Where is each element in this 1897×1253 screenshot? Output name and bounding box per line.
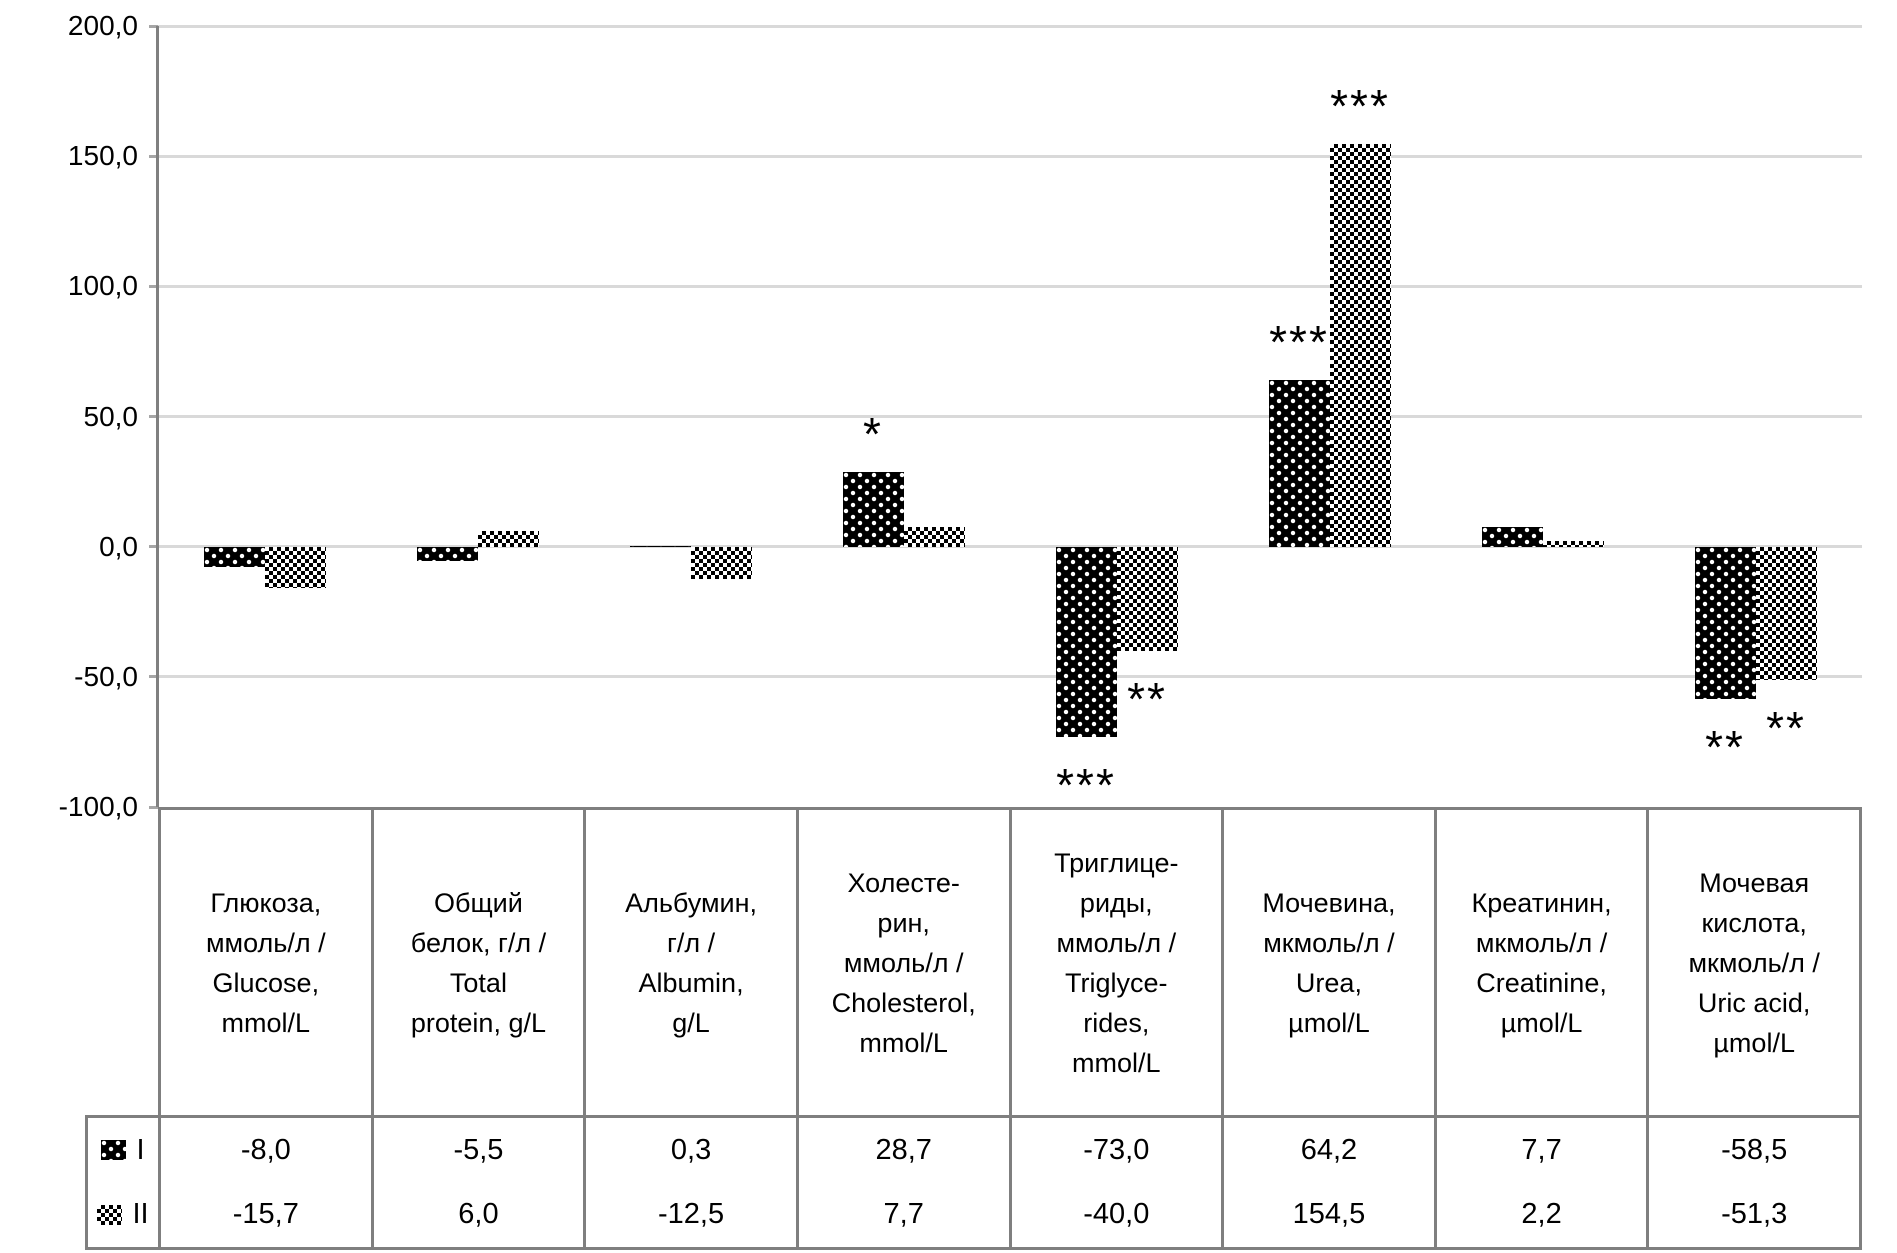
gridline xyxy=(158,545,1862,549)
value-cell: 6,0 xyxy=(373,1182,584,1247)
bar-series-i-cat7 xyxy=(1481,526,1543,547)
value-cell: 2,2 xyxy=(1436,1182,1647,1247)
category-label-creatinine: Креатинин, мкмоль/л / Creatinine, µmol/L xyxy=(1436,810,1647,1115)
value-cell: -40,0 xyxy=(1011,1182,1222,1247)
bar-series-ii-cat1 xyxy=(264,546,326,588)
significance-marker: *** xyxy=(1269,315,1329,368)
value-cell: 154,5 xyxy=(1224,1182,1434,1247)
category-label-cholesterol: Холесте- рин, ммоль/л / Cholesterol, mmo… xyxy=(798,810,1009,1115)
value-cell: -15,7 xyxy=(161,1182,371,1247)
y-axis-tick-label: 100,0 xyxy=(67,270,138,302)
y-axis-tick-label: 50,0 xyxy=(83,400,139,432)
gridline xyxy=(158,154,1862,158)
significance-marker: ** xyxy=(1705,720,1745,773)
value-cell: -58,5 xyxy=(1649,1118,1859,1183)
category-label-triglycerides: Триглице- риды, ммоль/л / Triglyce- ride… xyxy=(1011,810,1222,1115)
series-ii-label: II xyxy=(132,1198,149,1231)
bar-series-i-cat5 xyxy=(1055,546,1117,737)
y-axis-tick xyxy=(149,284,158,288)
value-cell: 28,7 xyxy=(798,1118,1009,1183)
y-axis-tick-label: 150,0 xyxy=(67,140,138,172)
significance-marker: ** xyxy=(1127,672,1167,725)
bar-series-i-cat8 xyxy=(1694,546,1756,699)
category-label-total-protein: Общий белок, г/л / Total protein, g/L xyxy=(373,810,584,1115)
bar-series-i-cat6 xyxy=(1268,379,1330,547)
bar-series-ii-cat5 xyxy=(1116,546,1178,651)
y-axis-tick-label: -50,0 xyxy=(74,660,138,692)
bar-series-ii-cat6 xyxy=(1329,144,1391,547)
significance-marker: ** xyxy=(1766,702,1806,755)
value-cell: -73,0 xyxy=(1011,1118,1222,1183)
y-axis-tick xyxy=(149,154,158,158)
series-i-label: I xyxy=(136,1133,145,1166)
gridline xyxy=(158,24,1862,28)
y-axis-line xyxy=(156,26,159,807)
y-axis-tick-label: 0,0 xyxy=(99,530,138,562)
series-data-table: I -8,0 -5,5 0,3 28,7 -73,0 64,2 7,7 -58,… xyxy=(85,1115,1862,1250)
series-ii-pattern-swatch xyxy=(97,1204,123,1225)
value-cell: -12,5 xyxy=(586,1182,796,1247)
category-label-uric-acid: Мочевая кислота, мкмоль/л / Uric acid, µ… xyxy=(1649,810,1859,1115)
y-axis-tick xyxy=(149,24,158,28)
series-i-pattern-swatch xyxy=(101,1140,127,1161)
value-cell: -8,0 xyxy=(161,1118,371,1183)
bar-series-ii-cat4 xyxy=(903,526,965,547)
y-axis-tick-label: -100,0 xyxy=(58,791,138,822)
significance-marker: * xyxy=(863,407,883,460)
gridline xyxy=(158,284,1862,288)
y-axis-tick xyxy=(149,675,158,679)
gridline xyxy=(158,415,1862,418)
bar-series-ii-cat2 xyxy=(477,531,539,547)
legend-item-series-i: I xyxy=(88,1118,158,1183)
gridline xyxy=(158,675,1862,679)
significance-marker: *** xyxy=(1056,758,1116,811)
bar-series-i-cat3 xyxy=(629,545,691,547)
bar-series-i-cat1 xyxy=(203,546,265,568)
bar-series-i-cat4 xyxy=(842,471,904,547)
bar-series-ii-cat8 xyxy=(1755,546,1817,681)
y-axis-tick xyxy=(149,545,158,549)
category-label-albumin: Альбумин, г/л / Albumin, g/L xyxy=(586,810,796,1115)
value-cell: -51,3 xyxy=(1649,1182,1859,1247)
category-header-row: Глюкоза, ммоль/л / Glucose, mmol/L Общий… xyxy=(158,807,1862,1115)
significance-marker: *** xyxy=(1330,80,1390,133)
value-cell: 7,7 xyxy=(1436,1118,1647,1183)
y-axis-tick-label: 200,0 xyxy=(67,10,138,41)
category-label-glucose: Глюкоза, ммоль/л / Glucose, mmol/L xyxy=(161,810,371,1115)
value-cell: -5,5 xyxy=(373,1118,584,1183)
bar-series-ii-cat7 xyxy=(1542,540,1604,547)
category-label-urea: Мочевина, мкмоль/л / Urea, µmol/L xyxy=(1224,810,1434,1115)
value-cell: 7,7 xyxy=(798,1182,1009,1247)
y-axis-tick xyxy=(149,805,158,809)
value-cell: 64,2 xyxy=(1224,1118,1434,1183)
y-axis-tick xyxy=(149,415,158,418)
bar-series-i-cat2 xyxy=(416,546,478,561)
value-cell: 0,3 xyxy=(586,1118,796,1183)
bar-series-ii-cat3 xyxy=(690,546,752,580)
legend-item-series-ii: II xyxy=(88,1182,158,1247)
